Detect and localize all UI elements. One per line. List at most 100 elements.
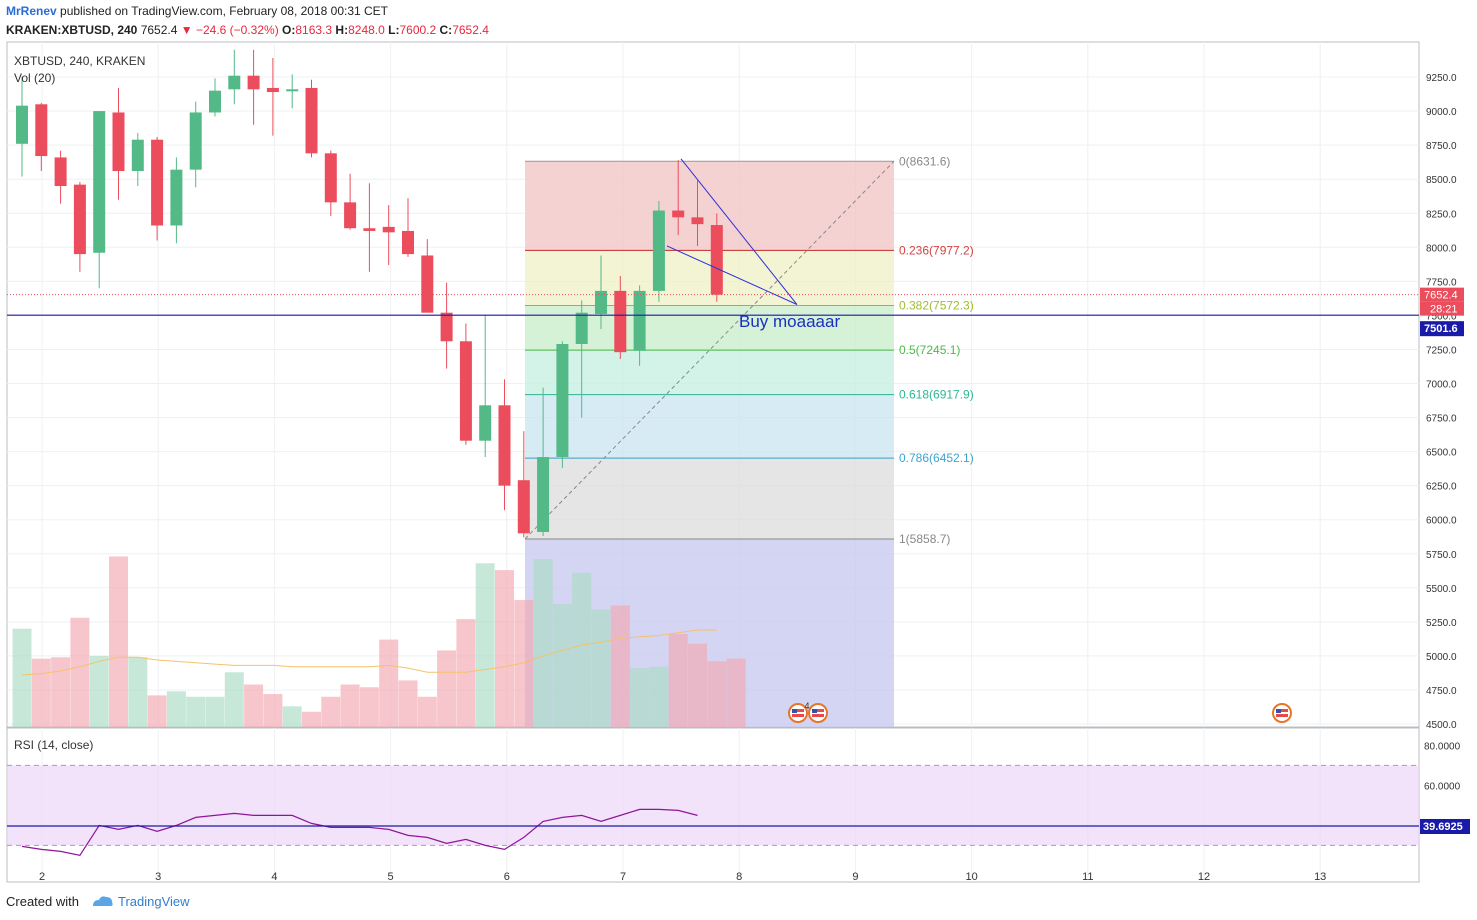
volume-bar: [89, 655, 109, 727]
open-label: O:: [282, 23, 296, 37]
volume-bar: [224, 672, 244, 727]
candle-body: [537, 457, 550, 532]
candle-body: [517, 480, 530, 534]
close-value: 7652.4: [452, 23, 489, 37]
volume-bar: [398, 680, 418, 727]
low-value: 7600.2: [399, 23, 437, 37]
rsi-title: RSI (14, close): [14, 738, 93, 752]
candle-body: [209, 90, 221, 113]
fib-label: 1(5858.7): [899, 532, 950, 546]
economic-events[interactable]: 4: [788, 701, 1292, 723]
volume-bar: [552, 604, 572, 727]
svg-text:7501.6: 7501.6: [1424, 323, 1458, 335]
volume-bar: [456, 619, 476, 727]
main-pane-title: XBTUSD, 240, KRAKEN: [14, 54, 145, 68]
rsi-tick-label: 80.0000: [1424, 741, 1461, 752]
candle-body: [479, 405, 492, 441]
volume-bar: [51, 657, 71, 727]
y-tick-label: 9250.0: [1426, 73, 1457, 84]
volume-bar: [707, 661, 727, 727]
fib-zone: [525, 161, 894, 251]
y-tick-label: 8500.0: [1426, 175, 1457, 186]
tradingview-brand[interactable]: TradingView: [118, 894, 190, 909]
drawings[interactable]: [7, 158, 1419, 316]
volume-bar: [302, 711, 321, 727]
candle-body: [421, 255, 434, 313]
volume-bar: [12, 628, 32, 727]
x-tick-label: 7: [620, 871, 626, 883]
fib-label: 0.5(7245.1): [899, 343, 960, 357]
candle-body: [459, 341, 472, 441]
us-flag-icon: [1272, 703, 1292, 723]
volume-bar: [359, 687, 379, 727]
y-tick-label: 5750.0: [1426, 550, 1457, 561]
volume-bar: [321, 696, 341, 727]
y-tick-label: 6250.0: [1426, 482, 1457, 493]
symbol-label: KRAKEN:XBTUSD, 240: [6, 23, 138, 37]
volume-title: Vol (20): [14, 71, 55, 85]
wedge-line-upper: [680, 158, 798, 305]
candle-body: [151, 139, 164, 226]
volume-bar: [205, 696, 225, 727]
candle-body: [189, 112, 202, 170]
volume-bar: [186, 696, 206, 727]
fib-zone: [525, 394, 894, 459]
fib-label: 0.236(7977.2): [899, 243, 974, 257]
volume-bar: [437, 650, 457, 727]
svg-text:28:21: 28:21: [1430, 304, 1458, 316]
y-tick-label: 7000.0: [1426, 380, 1457, 391]
volume-bar: [726, 658, 746, 727]
axes: 4500.0 4750.0 5000.0 5250.0 5500.0 5750.0 6000…: [39, 73, 1461, 883]
event-count-badge: 4: [804, 701, 809, 711]
fib-zone: [525, 250, 894, 306]
volume-bar: [591, 609, 611, 727]
candle-body: [363, 228, 376, 231]
y-tick-label: 9000.0: [1426, 107, 1457, 118]
candle-body: [54, 157, 67, 187]
fibonacci-retracement[interactable]: 0(8631.6) 0.236(7977.2) 0.382(7572.3) 0.5(7…: [524, 154, 974, 727]
candle-body: [691, 217, 704, 225]
published-info: published on TradingView.com, February 0…: [60, 4, 389, 18]
candle-body: [73, 184, 86, 255]
y-tick-label: 5000.0: [1426, 652, 1457, 663]
buy-annotation[interactable]: Buy moaaaar: [739, 312, 840, 331]
fib-label: 0.786(6452.1): [899, 451, 974, 465]
candle-body: [35, 104, 48, 157]
y-tick-label: 6750.0: [1426, 414, 1457, 425]
x-tick-label: 13: [1314, 871, 1326, 883]
us-flag-icon: [788, 703, 808, 723]
author-name[interactable]: MrRenev: [6, 4, 57, 18]
candle-body: [633, 290, 646, 351]
volume-bar: [147, 695, 167, 727]
svg-text:7652.4: 7652.4: [1424, 290, 1458, 302]
volume-bar: [630, 668, 650, 727]
volume-bar: [572, 572, 592, 727]
candle-body: [402, 230, 414, 255]
price-change: ▼ −24.6 (−0.32%): [180, 23, 279, 37]
flag-stripe-white: [792, 712, 804, 714]
high-label: H:: [335, 23, 349, 37]
candle-body: [710, 225, 723, 295]
x-tick-label: 4: [271, 871, 277, 883]
volume-bar: [514, 600, 534, 727]
candlesticks: [16, 49, 723, 538]
x-tick-label: 2: [39, 871, 45, 883]
candle-body: [247, 75, 260, 90]
y-tick-label: 6000.0: [1426, 516, 1457, 527]
volume-bar: [109, 556, 128, 727]
candle-body: [266, 87, 279, 93]
x-tick-label: 3: [155, 871, 161, 883]
volume-bar: [475, 563, 495, 727]
x-tick-label: 11: [1082, 871, 1093, 883]
volume-bar: [128, 657, 148, 727]
volume-bar: [533, 559, 553, 727]
y-tick-label: 8250.0: [1426, 209, 1457, 220]
low-label: L:: [388, 23, 400, 37]
candle-body: [286, 89, 299, 92]
close-label: C:: [439, 23, 453, 37]
y-tick-label: 5250.0: [1426, 618, 1457, 629]
x-tick-label: 8: [736, 871, 742, 883]
volume-bar: [668, 634, 688, 727]
created-with-label: Created with: [6, 894, 79, 909]
